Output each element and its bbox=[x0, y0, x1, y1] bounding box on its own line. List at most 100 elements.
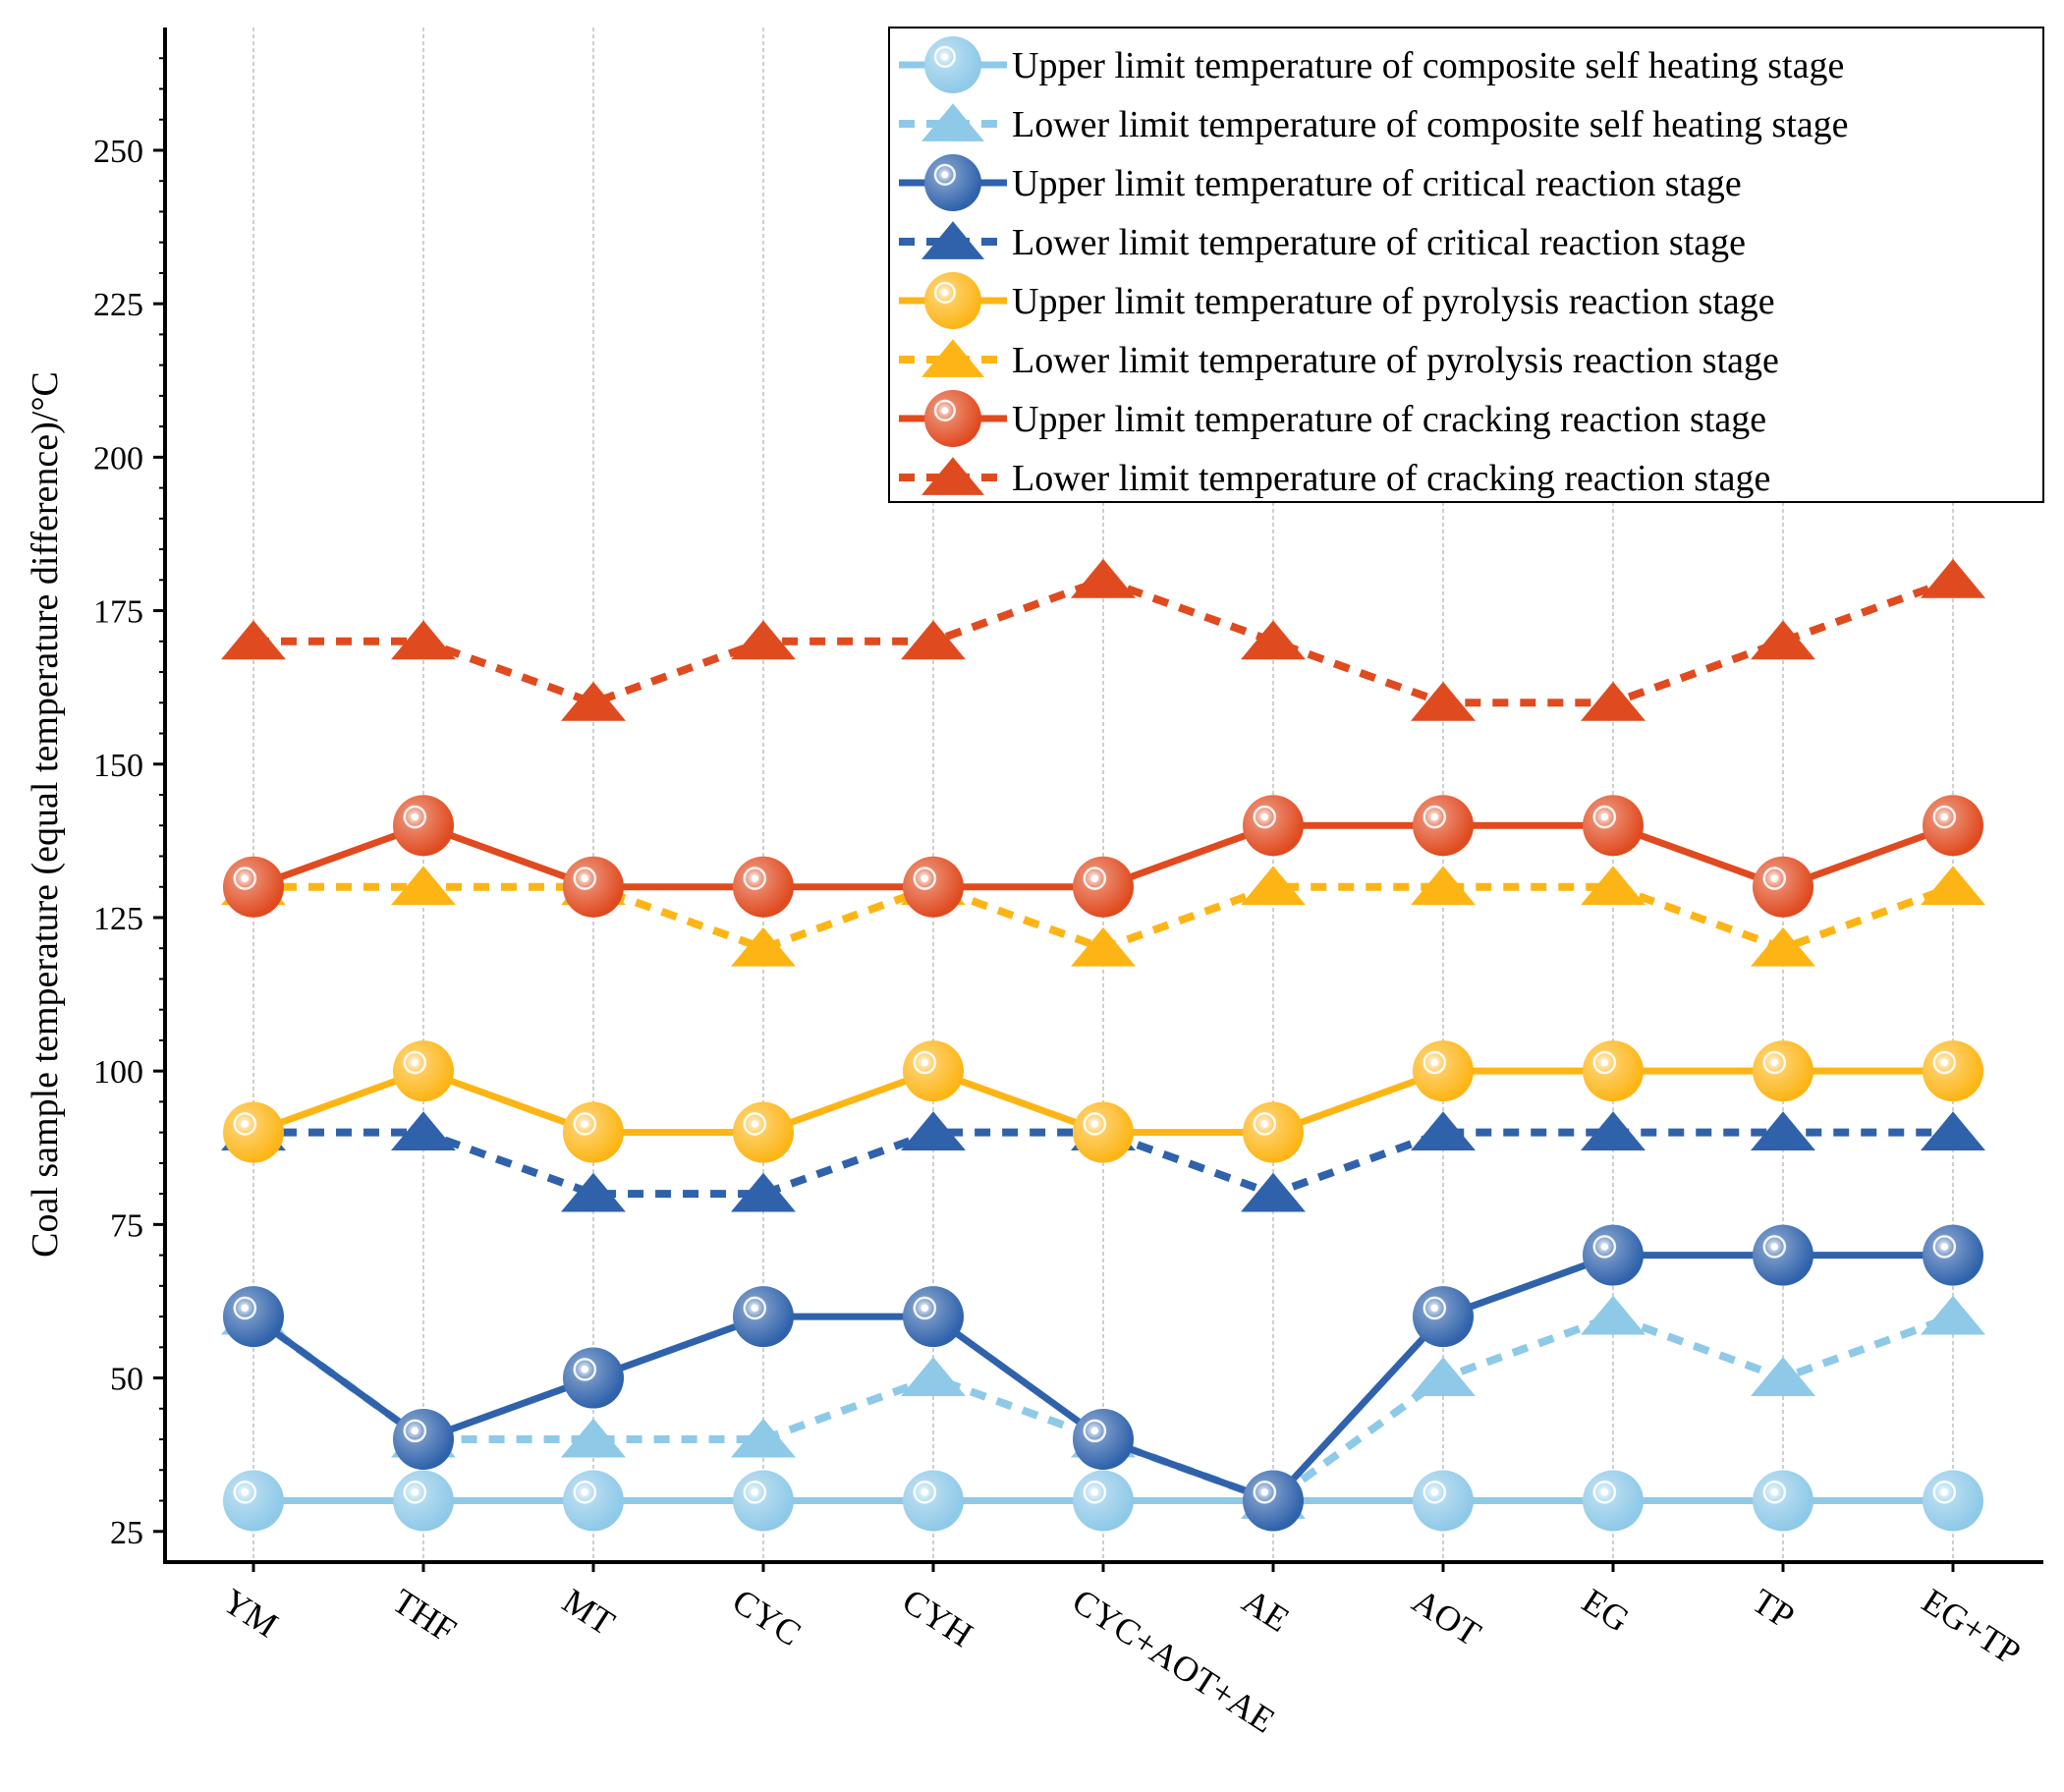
marker-highlight bbox=[941, 53, 949, 61]
circle-marker bbox=[563, 1101, 624, 1163]
circle-marker bbox=[903, 856, 964, 918]
triangle-marker bbox=[561, 681, 626, 721]
marker-highlight bbox=[920, 874, 929, 882]
legend-label: Upper limit temperature of critical reac… bbox=[1012, 163, 1742, 204]
marker-highlight bbox=[1090, 1427, 1099, 1435]
triangle-marker bbox=[1411, 1111, 1476, 1151]
marker-gloss bbox=[733, 1286, 794, 1348]
triangle-marker bbox=[921, 457, 984, 495]
marker-ring bbox=[1592, 805, 1617, 829]
marker-ring bbox=[1083, 867, 1107, 890]
circle-marker bbox=[223, 1101, 284, 1163]
legend-label: Upper limit temperature of cracking reac… bbox=[1012, 399, 1766, 440]
marker-gloss bbox=[1413, 1470, 1474, 1532]
marker-highlight bbox=[751, 1120, 759, 1128]
circle-marker bbox=[733, 1101, 794, 1163]
triangle-marker bbox=[1921, 558, 1985, 598]
series-8 bbox=[221, 558, 1985, 721]
marker-ring bbox=[933, 281, 956, 304]
circle-marker bbox=[1753, 856, 1813, 918]
marker-gloss bbox=[1583, 1470, 1644, 1532]
marker-highlight bbox=[241, 874, 250, 882]
y-tick-label: 225 bbox=[93, 287, 143, 323]
triangle-marker bbox=[391, 1111, 456, 1151]
triangle-marker bbox=[921, 339, 984, 377]
circle-marker bbox=[733, 1286, 794, 1348]
circle-marker bbox=[924, 272, 981, 329]
legend-item-3: Upper limit temperature of critical reac… bbox=[899, 154, 1742, 211]
circle-marker bbox=[223, 1286, 284, 1348]
x-tick-label: TP bbox=[1746, 1581, 1802, 1636]
x-tick-label: CYH bbox=[896, 1581, 980, 1654]
marker-ring bbox=[913, 867, 937, 890]
marker-gloss bbox=[393, 1409, 454, 1471]
circle-marker bbox=[1243, 1470, 1304, 1532]
marker-gloss bbox=[903, 1040, 964, 1102]
circle-marker bbox=[1923, 795, 1983, 857]
marker-ring bbox=[1592, 1235, 1617, 1259]
triangle-marker bbox=[901, 1111, 966, 1151]
marker-highlight bbox=[1260, 1120, 1269, 1128]
marker-highlight bbox=[1430, 1488, 1439, 1496]
circle-marker bbox=[1753, 1224, 1813, 1286]
triangle-marker bbox=[1071, 558, 1136, 598]
marker-highlight bbox=[241, 1304, 250, 1313]
marker-ring bbox=[403, 805, 427, 829]
marker-gloss bbox=[563, 1101, 624, 1163]
circle-marker bbox=[1073, 1409, 1134, 1471]
marker-gloss bbox=[733, 1101, 794, 1163]
y-tick-label: 125 bbox=[93, 901, 143, 937]
marker-highlight bbox=[1600, 1058, 1609, 1067]
circle-marker bbox=[1923, 1040, 1983, 1102]
marker-highlight bbox=[1770, 874, 1779, 882]
marker-gloss bbox=[1583, 1224, 1644, 1286]
marker-ring bbox=[1422, 805, 1447, 829]
circle-marker bbox=[1583, 795, 1644, 857]
marker-gloss bbox=[1243, 1470, 1304, 1532]
marker-ring bbox=[403, 1050, 427, 1075]
y-tick-label: 150 bbox=[93, 748, 143, 784]
circle-marker bbox=[1073, 1101, 1134, 1163]
triangle-marker bbox=[731, 926, 796, 967]
marker-highlight bbox=[920, 1304, 929, 1313]
marker-gloss bbox=[393, 1040, 454, 1102]
triangle-marker bbox=[561, 1172, 626, 1212]
marker-gloss bbox=[1923, 1040, 1983, 1102]
marker-highlight bbox=[581, 1120, 589, 1128]
marker-gloss bbox=[563, 1470, 624, 1532]
marker-highlight bbox=[411, 1427, 419, 1435]
marker-gloss bbox=[924, 154, 981, 211]
legend: Upper limit temperature of composite sel… bbox=[888, 27, 2044, 503]
marker-ring bbox=[1422, 1050, 1447, 1075]
triangle-marker bbox=[921, 221, 984, 259]
marker-gloss bbox=[1753, 1040, 1813, 1102]
y-tick-label: 50 bbox=[110, 1362, 143, 1398]
legend-item-6: Lower limit temperature of pyrolysis rea… bbox=[899, 339, 1779, 381]
legend-item-7: Upper limit temperature of cracking reac… bbox=[899, 390, 1766, 447]
legend-label: Upper limit temperature of composite sel… bbox=[1012, 45, 1844, 86]
marker-gloss bbox=[1753, 1470, 1813, 1532]
circle-marker bbox=[393, 1470, 454, 1532]
series-1 bbox=[223, 1470, 1983, 1532]
marker-ring bbox=[933, 163, 956, 186]
marker-highlight bbox=[1940, 1488, 1949, 1496]
circle-marker bbox=[1413, 1286, 1474, 1348]
triangle-marker bbox=[1411, 681, 1476, 721]
circle-marker bbox=[733, 856, 794, 918]
circle-marker bbox=[563, 1470, 624, 1532]
triangle-marker bbox=[1751, 1111, 1815, 1151]
marker-ring bbox=[233, 1296, 257, 1320]
triangle-marker bbox=[901, 620, 966, 660]
y-tick-label: 175 bbox=[93, 594, 143, 631]
marker-gloss bbox=[903, 1286, 964, 1348]
y-tick-label: 25 bbox=[110, 1515, 143, 1551]
circle-marker bbox=[733, 1470, 794, 1532]
marker-highlight bbox=[241, 1488, 250, 1496]
legend-label: Lower limit temperature of pyrolysis rea… bbox=[1012, 340, 1779, 381]
marker-highlight bbox=[941, 289, 949, 297]
marker-gloss bbox=[903, 856, 964, 918]
marker-highlight bbox=[1600, 812, 1609, 821]
triangle-marker bbox=[1071, 926, 1136, 967]
marker-ring bbox=[933, 399, 956, 421]
triangle-marker bbox=[1411, 866, 1476, 906]
